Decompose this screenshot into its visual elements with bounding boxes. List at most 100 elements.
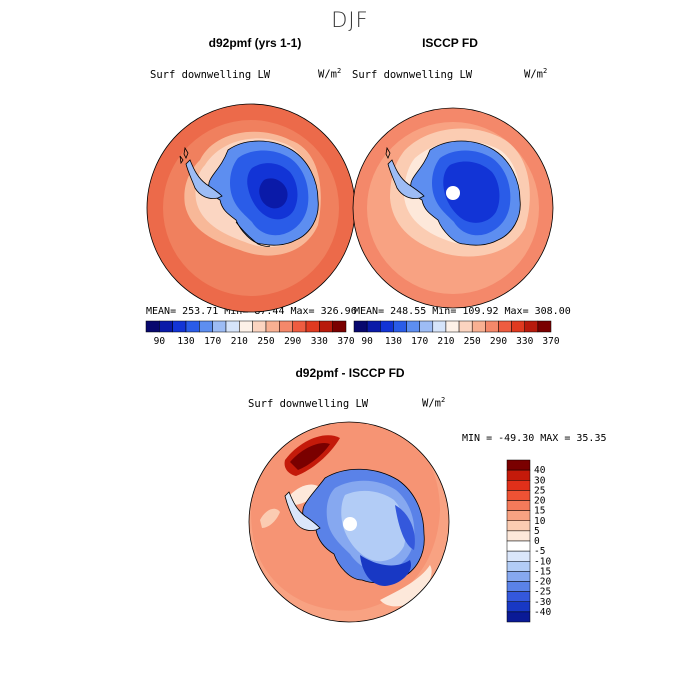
- colorbar-panel-3-tick-label: 25: [534, 485, 545, 496]
- colorbar-panel-3-swatch: [506, 520, 531, 532]
- colorbar-panel-3-swatch: [506, 561, 531, 572]
- colorbar-panel-3-tick-label: 40: [534, 465, 546, 476]
- colorbar-panel-2-tick-label: 90: [361, 336, 373, 347]
- colorbar-panel-2-tick-label: 130: [385, 336, 402, 347]
- panel-1-variable-label: Surf downwelling LW: [150, 69, 271, 81]
- panel-3-stats: MIN = -49.30 MAX = 35.35: [462, 433, 607, 444]
- colorbar-panel-3-swatch: [506, 540, 531, 552]
- colorbar-panel-1-tick-label: 130: [177, 336, 194, 347]
- colorbar-panel-3-tick-label: 5: [534, 526, 540, 537]
- panel-1-map: [147, 104, 355, 312]
- colorbar-panel-1-swatch: [252, 320, 267, 333]
- colorbar-panel-2-tick-label: 170: [411, 336, 428, 347]
- colorbar-panel-2-ticks: 90 130 170 210 250 290 330 370: [361, 336, 559, 347]
- colorbar-panel-2-swatch: [445, 320, 460, 333]
- colorbar-panel-3-swatch: [506, 601, 531, 613]
- colorbar-panel-2-swatch: [419, 320, 434, 333]
- colorbar-panel-1-tick-label: 290: [284, 336, 301, 347]
- colorbar-panel-3-tick-label: 20: [534, 496, 546, 507]
- colorbar-panel-3-swatch: [506, 459, 531, 471]
- colorbar-panel-2-swatch: [537, 320, 552, 333]
- colorbar-panel-2-tick-label: 210: [437, 336, 454, 347]
- colorbar-panel-2-tick-label: 290: [490, 336, 507, 347]
- colorbar-panel-2-swatch: [366, 320, 381, 333]
- colorbar-panel-1-swatch: [292, 320, 307, 333]
- colorbar-panel-3: [506, 459, 531, 623]
- panel-2-pole-hole: [446, 186, 460, 200]
- panel-2-units-label: W/m2: [524, 67, 548, 81]
- colorbar-panel-3-swatch: [506, 500, 531, 511]
- panel-2-map-outline: [352, 107, 554, 309]
- colorbar-panel-1-tick-label: 210: [231, 336, 248, 347]
- colorbar-panel-2-swatch: [511, 320, 525, 333]
- colorbar-panel-3-tick-label: -25: [534, 587, 551, 598]
- colorbar-panel-1-swatch: [185, 320, 200, 333]
- panel-3-units-label: W/m2: [422, 396, 446, 410]
- colorbar-panel-1-swatch: [199, 320, 213, 333]
- panel-3-map: [249, 422, 449, 622]
- colorbar-panel-3-tick-label: 0: [534, 536, 540, 547]
- colorbar-panel-1-tick-label: 370: [337, 336, 354, 347]
- colorbar-panel-1-swatch: [145, 320, 160, 333]
- panel-3-variable-label: Surf downwelling LW: [248, 398, 369, 410]
- panel-1-units-label: W/m2: [318, 67, 342, 81]
- colorbar-panel-1-swatch: [332, 320, 347, 333]
- panel-2-stats: MEAN= 248.55 Min= 109.92 Max= 308.00: [354, 306, 571, 317]
- colorbar-panel-3-swatch: [506, 571, 531, 582]
- colorbar-panel-1-swatch: [265, 320, 280, 333]
- colorbar-panel-1-swatch: [172, 320, 187, 333]
- colorbar-panel-3-swatch: [506, 530, 531, 542]
- colorbar-panel-3-swatch: [506, 591, 531, 602]
- colorbar-panel-3-swatch: [506, 469, 531, 481]
- colorbar-panel-1-swatch: [305, 320, 320, 333]
- colorbar-panel-1-swatch: [239, 320, 253, 333]
- figure-title: DJF: [331, 8, 369, 32]
- colorbar-panel-1-swatch: [159, 320, 173, 333]
- colorbar-panel-2-tick-label: 250: [464, 336, 481, 347]
- colorbar-panel-3-tick-label: -15: [534, 566, 551, 577]
- colorbar-panel-3-tick-label: 10: [534, 516, 546, 527]
- colorbar-panel-3-tick-label: -30: [534, 597, 551, 608]
- colorbar-panel-1-tick-label: 170: [204, 336, 221, 347]
- colorbar-panel-3-swatch: [506, 490, 531, 501]
- colorbar-panel-1-tick-label: 330: [311, 336, 328, 347]
- colorbar-panel-3-swatch: [506, 611, 531, 623]
- colorbar-panel-2-swatch: [406, 320, 420, 333]
- colorbar-panel-3-tick-label: -10: [534, 556, 551, 567]
- colorbar-panel-3-tick-label: 30: [534, 475, 546, 486]
- colorbar-panel-2-swatch: [498, 320, 512, 333]
- colorbar-panel-2-swatch: [471, 320, 486, 333]
- panel-2-map: [353, 108, 553, 308]
- colorbar-panel-1-swatch: [279, 320, 293, 333]
- colorbar-panel-1-swatch: [319, 320, 333, 333]
- colorbar-panel-1-tick-label: 90: [154, 336, 166, 347]
- colorbar-panel-1-ticks: 90 130 170 210 250 290 330 370: [154, 336, 355, 347]
- colorbar-panel-3-tick-label: -40: [534, 607, 551, 618]
- colorbar-panel-3-tick-label: -5: [534, 546, 545, 557]
- colorbar-panel-2-swatch: [380, 320, 394, 333]
- colorbar-panel-2-swatch: [393, 320, 407, 333]
- colorbar-panel-1-tick-label: 250: [257, 336, 274, 347]
- colorbar-panel-3-swatch: [506, 550, 531, 562]
- colorbar-panel-1: [145, 320, 347, 333]
- panel-3-map-outline: [248, 421, 450, 623]
- colorbar-panel-2-swatch: [432, 320, 447, 333]
- colorbar-panel-2-swatch: [353, 320, 368, 333]
- panel-3-pole-hole: [343, 517, 357, 531]
- colorbar-panel-1-swatch: [212, 320, 227, 333]
- colorbar-panel-3-tick-label: 15: [534, 506, 545, 517]
- colorbar-panel-2-tick-label: 370: [542, 336, 559, 347]
- colorbar-panel-2-swatch: [458, 320, 473, 333]
- colorbar-panel-3-swatch: [506, 510, 531, 521]
- colorbar-panel-3-swatch: [506, 480, 531, 491]
- colorbar-panel-2-swatch: [524, 320, 539, 333]
- panel-2-variable-label: Surf downwelling LW: [352, 69, 473, 81]
- colorbar-panel-3-tick-label: -20: [534, 577, 551, 588]
- colorbar-panel-2-swatch: [485, 320, 499, 333]
- colorbar-panel-3-swatch: [506, 581, 531, 592]
- colorbar-panel-2-tick-label: 330: [516, 336, 533, 347]
- panel-2-title: ISCCP FD: [422, 36, 478, 50]
- panel-3-title: d92pmf - ISCCP FD: [295, 366, 405, 380]
